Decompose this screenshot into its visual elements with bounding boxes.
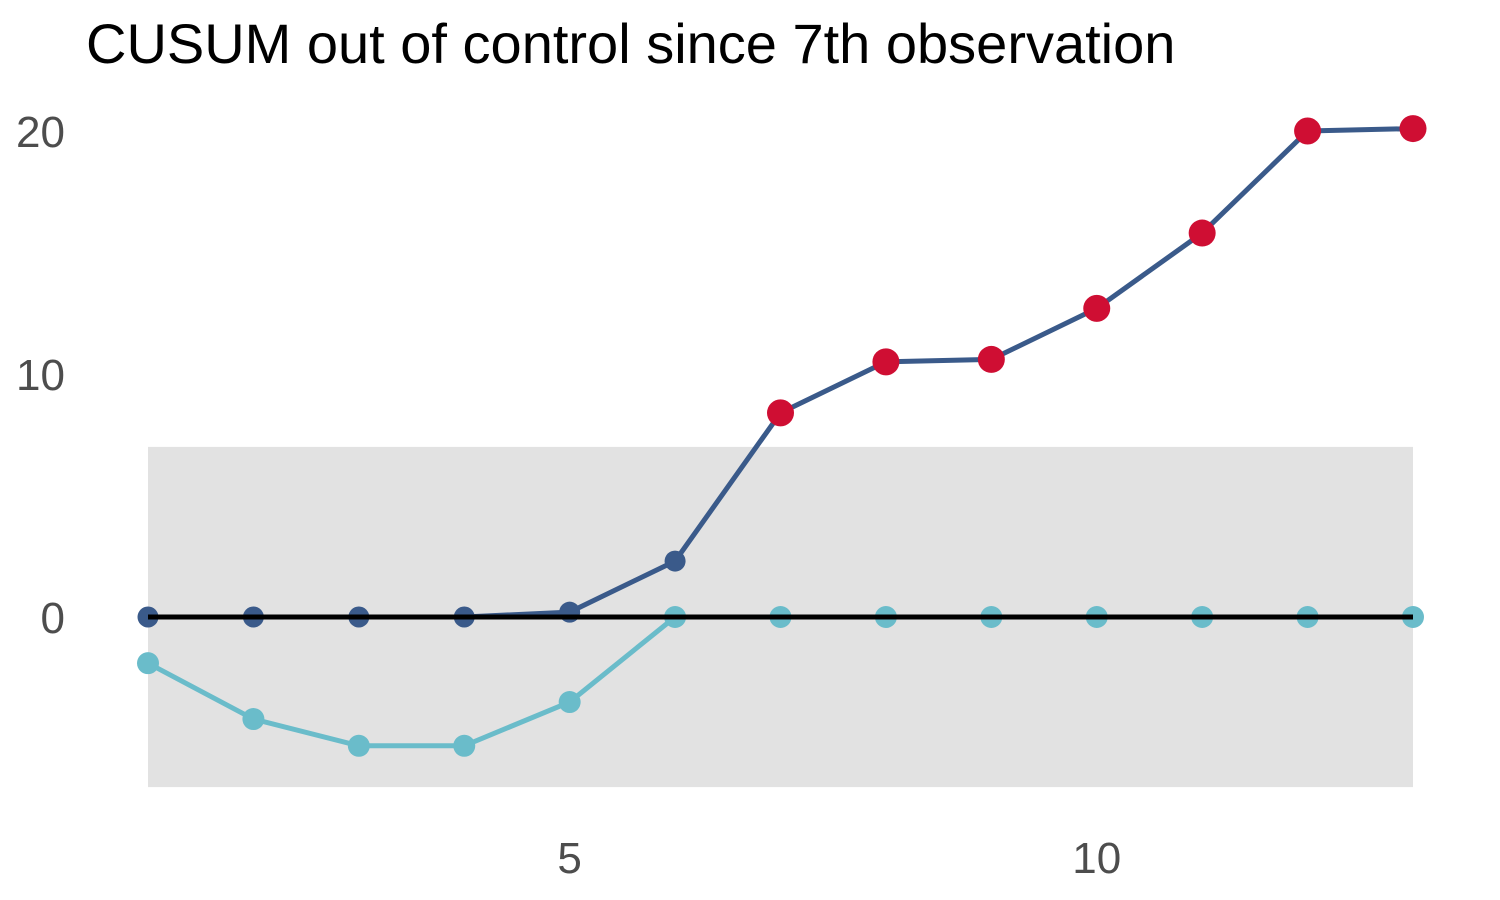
lower-cusum-point [137,652,159,675]
out-of-control-point [1399,115,1427,143]
out-of-control-point [767,399,794,427]
out-of-control-point [872,348,900,376]
lower-cusum-point [242,708,265,731]
out-of-control-point [1083,294,1111,322]
upper-cusum-point [664,550,686,572]
lower-cusum-point [558,691,581,714]
lower-cusum-point [347,734,370,757]
y-tick-label: 0 [41,594,65,643]
out-of-control-point [1188,219,1216,247]
x-tick-label: 5 [557,834,581,883]
x-tick-label: 10 [1072,834,1121,883]
y-tick-label: 20 [16,108,65,157]
out-of-control-point [977,345,1005,373]
y-tick-label: 10 [16,351,65,400]
lower-cusum-point [453,734,476,757]
out-of-control-point [1294,117,1322,145]
chart-title: CUSUM out of control since 7th observati… [86,12,1175,75]
